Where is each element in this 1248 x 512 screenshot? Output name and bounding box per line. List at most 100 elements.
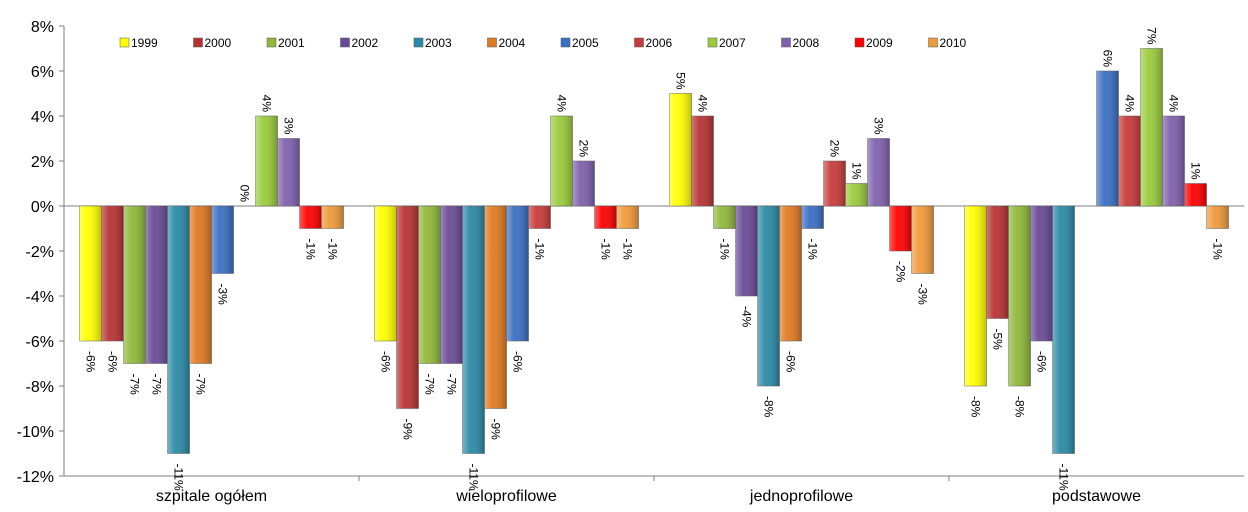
bar-shading: [321, 206, 344, 229]
category-label: podstawowe: [1052, 488, 1141, 505]
data-label: -1%: [326, 239, 340, 261]
bar-shading: [867, 138, 890, 206]
data-label: -4%: [740, 306, 754, 328]
legend-label: 2001: [278, 36, 305, 50]
y-tick-label: 0%: [31, 199, 54, 216]
legend-swatch: [266, 37, 277, 48]
y-tick-label: -12%: [17, 469, 54, 486]
bar-shading: [506, 206, 529, 341]
y-tick-label: -8%: [26, 379, 54, 396]
data-label: -3%: [216, 284, 230, 306]
bar-shading: [255, 116, 278, 206]
bar-shading: [440, 206, 463, 364]
data-label: -2%: [894, 261, 908, 283]
data-label: -1%: [718, 239, 732, 261]
data-label: -9%: [489, 419, 503, 441]
data-label: 0%: [238, 185, 252, 203]
data-label: 3%: [282, 117, 296, 135]
legend-swatch: [193, 37, 203, 48]
bar-shading: [779, 206, 802, 341]
category-label: szpitale ogółem: [156, 488, 267, 505]
y-tick-label: -6%: [26, 334, 54, 351]
bar-shading: [299, 206, 322, 229]
legend-label: 2002: [352, 36, 379, 50]
bar-shading: [277, 138, 300, 206]
bar-shading: [594, 206, 617, 229]
data-label: 4%: [260, 95, 274, 113]
data-label: -1%: [1211, 239, 1225, 261]
data-label: -1%: [621, 239, 635, 261]
data-label: 5%: [674, 72, 688, 90]
bar-shading: [189, 206, 212, 364]
legend-label: 2004: [499, 36, 526, 50]
y-tick-label: 2%: [31, 154, 54, 171]
data-label: -8%: [969, 396, 983, 418]
bar-shading: [735, 206, 758, 296]
legend-label: 2008: [793, 36, 820, 50]
legend-swatch: [340, 37, 350, 48]
data-label: -6%: [1035, 351, 1049, 373]
legend-swatch: [781, 37, 791, 48]
bar-shading: [757, 206, 780, 386]
data-label: -1%: [806, 239, 820, 261]
bar-shading: [79, 206, 102, 341]
data-label: 4%: [555, 95, 569, 113]
bar-shading: [1162, 116, 1185, 206]
bar-shading: [1052, 206, 1075, 454]
legend-label: 2007: [719, 36, 746, 50]
legend-swatch: [854, 37, 865, 48]
data-label: -5%: [991, 329, 1005, 351]
bar-shading: [964, 206, 987, 386]
legend: 1999 2000 2001 2002 2003 2004 2005 2006 2007 2008…: [119, 36, 967, 50]
data-label: -9%: [401, 419, 415, 441]
y-tick-label: -10%: [17, 424, 54, 441]
data-label: 6%: [1101, 50, 1115, 68]
data-label: 4%: [1167, 95, 1181, 113]
legend-label: 1999: [131, 36, 158, 50]
data-label: -7%: [423, 374, 437, 396]
legend-swatch: [928, 37, 938, 48]
data-label: -7%: [150, 374, 164, 396]
bar-shading: [145, 206, 168, 364]
data-label: -11%: [172, 464, 186, 491]
bar-shading: [1118, 116, 1141, 206]
data-label: 2%: [828, 140, 842, 158]
legend-label: 2006: [646, 36, 673, 50]
legend-label: 2009: [866, 36, 893, 50]
bar-shading: [396, 206, 419, 409]
axes: 8% 6% 4% 2% 0% -2% -4% -6% -8% -10% -12% szpitale o…: [17, 19, 1244, 505]
data-label: -11%: [1057, 464, 1071, 491]
bars: [79, 48, 1229, 454]
data-label: -11%: [467, 464, 481, 491]
data-label: -7%: [194, 374, 208, 396]
data-label: 3%: [872, 117, 886, 135]
bar-shading: [1184, 183, 1207, 206]
bar-shading: [101, 206, 124, 341]
y-tick-label: 6%: [31, 64, 54, 81]
bar-shading: [889, 206, 912, 251]
bar-shading: [1030, 206, 1053, 341]
data-label: -6%: [511, 351, 525, 373]
data-label: 2%: [577, 140, 591, 158]
legend-label: 2003: [425, 36, 452, 50]
y-tick-label: 4%: [31, 109, 54, 126]
legend-swatch: [707, 37, 718, 48]
bar-shading: [1008, 206, 1031, 386]
bar-shading: [167, 206, 190, 454]
data-label: -1%: [599, 239, 613, 261]
data-label: -6%: [784, 351, 798, 373]
data-labels: -6% -6% 5% -8% -6% -9% 4% -5% -7% -7% -1% -8% -7% -7%…: [84, 27, 1225, 491]
bar-shading: [374, 206, 397, 341]
bar-shading: [462, 206, 485, 454]
bar-shading: [845, 183, 868, 206]
bar-shading: [123, 206, 146, 364]
category-label: jednoprofilowe: [749, 488, 853, 505]
data-label: -6%: [106, 351, 120, 373]
legend-label: 2005: [572, 36, 599, 50]
data-label: -3%: [916, 284, 930, 306]
bar-shading: [550, 116, 573, 206]
data-label: -6%: [84, 351, 98, 373]
data-label: 1%: [1189, 162, 1203, 180]
category-label: wieloprofilowe: [455, 488, 557, 505]
